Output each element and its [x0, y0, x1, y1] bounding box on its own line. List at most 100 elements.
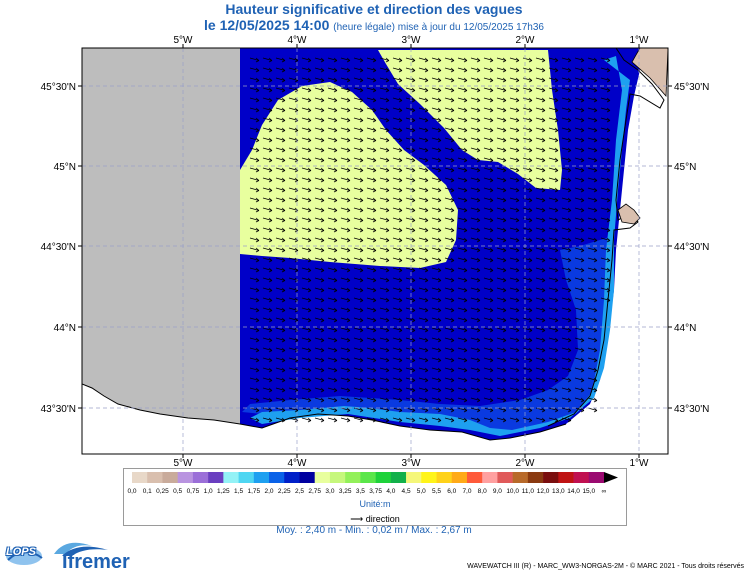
- direction-arrow: [496, 307, 507, 313]
- legend-swatch: [132, 472, 148, 483]
- direction-arrow: [535, 197, 546, 203]
- direction-arrow: [418, 147, 429, 153]
- direction-arrow: [301, 357, 312, 363]
- direction-arrow: [327, 317, 338, 323]
- direction-arrow: [314, 107, 325, 113]
- direction-arrow: [587, 107, 598, 113]
- direction-arrow: [496, 397, 507, 403]
- direction-arrow: [496, 377, 507, 383]
- legend-tick-label: 1,25: [217, 488, 230, 495]
- direction-arrow: [535, 67, 546, 73]
- direction-arrow: [509, 287, 520, 293]
- direction-arrow: [535, 77, 546, 83]
- direction-arrow: [431, 217, 442, 223]
- direction-arrow: [379, 397, 390, 403]
- coastal-light-strip: [250, 56, 630, 436]
- direction-arrow: [535, 407, 546, 413]
- direction-arrow: [288, 377, 299, 383]
- direction-arrow: [483, 217, 494, 223]
- direction-arrow: [392, 327, 403, 333]
- direction-arrow: [535, 247, 546, 253]
- direction-arrow: [444, 247, 455, 253]
- direction-arrow: [470, 137, 481, 143]
- direction-arrow: [340, 167, 351, 173]
- direction-arrow: [327, 157, 338, 163]
- direction-arrow: [418, 377, 429, 383]
- direction-arrow: [574, 197, 585, 203]
- direction-arrow: [379, 87, 390, 93]
- lat-label-left-2: 44°30'N: [41, 242, 76, 253]
- direction-arrow: [587, 257, 598, 263]
- legend-tick-label: 1,0: [204, 488, 213, 495]
- direction-arrow: [327, 377, 338, 383]
- direction-arrow: [327, 307, 338, 313]
- direction-arrow: [457, 87, 468, 93]
- direction-arrow: [509, 217, 520, 223]
- direction-arrow: [288, 177, 299, 183]
- direction-arrow: [548, 247, 559, 253]
- direction-arrow: [548, 337, 559, 343]
- direction-arrow: [509, 267, 520, 273]
- direction-arrow: [470, 237, 481, 243]
- legend-tick-label: 10,0: [506, 488, 519, 495]
- direction-arrow: [431, 117, 442, 123]
- direction-arrow: [327, 257, 338, 263]
- direction-arrow: [366, 157, 377, 163]
- direction-arrow: [340, 147, 351, 153]
- direction-arrow: [288, 147, 299, 153]
- direction-arrow: [574, 387, 585, 393]
- direction-arrow: [262, 197, 273, 203]
- direction-arrow: [457, 327, 468, 333]
- direction-arrow: [392, 77, 403, 83]
- direction-arrow: [418, 397, 429, 403]
- direction-arrow: [444, 187, 455, 193]
- direction-arrow: [418, 87, 429, 93]
- direction-arrow: [548, 217, 559, 223]
- direction-arrow: [314, 237, 325, 243]
- direction-arrow: [431, 127, 442, 133]
- direction-arrow: [288, 197, 299, 203]
- direction-arrow: [587, 147, 598, 153]
- direction-arrow: [548, 57, 559, 63]
- direction-arrow: [548, 387, 559, 393]
- direction-arrow: [509, 357, 520, 363]
- direction-arrow: [548, 287, 559, 293]
- direction-arrow: [574, 217, 585, 223]
- direction-arrow: [535, 207, 546, 213]
- direction-arrow: [340, 117, 351, 123]
- direction-arrow: [470, 417, 481, 423]
- direction-arrow: [340, 287, 351, 293]
- direction-arrow: [262, 247, 273, 253]
- direction-arrow: [470, 327, 481, 333]
- direction-arrow: [535, 227, 546, 233]
- direction-arrow: [431, 147, 442, 153]
- direction-arrow: [275, 107, 286, 113]
- lat-label-right-2: 44°30'N: [674, 242, 709, 253]
- legend-swatch: [147, 472, 163, 483]
- direction-arrow: [574, 337, 585, 343]
- legend-swatch: [436, 472, 453, 483]
- direction-arrow: [301, 377, 312, 383]
- direction-arrow: [314, 87, 325, 93]
- direction-arrow: [249, 97, 260, 103]
- direction-arrow: [262, 267, 273, 273]
- direction-arrow: [288, 307, 299, 313]
- direction-arrow: [418, 157, 429, 163]
- direction-arrow: [327, 297, 338, 303]
- direction-arrow: [574, 127, 585, 133]
- direction-arrow: [535, 377, 546, 383]
- direction-arrow: [470, 267, 481, 273]
- direction-arrow: [379, 257, 390, 263]
- direction-arrow: [431, 227, 442, 233]
- direction-arrow: [444, 177, 455, 183]
- direction-arrow: [574, 257, 585, 263]
- direction-arrow: [444, 327, 455, 333]
- direction-arrow: [314, 157, 325, 163]
- direction-arrow: [340, 197, 351, 203]
- direction-arrow: [522, 337, 533, 343]
- direction-arrow: [418, 277, 429, 283]
- direction-arrow: [405, 167, 416, 173]
- direction-arrow: [587, 297, 598, 303]
- direction-arrow: [392, 67, 403, 73]
- direction-arrow: [392, 267, 403, 273]
